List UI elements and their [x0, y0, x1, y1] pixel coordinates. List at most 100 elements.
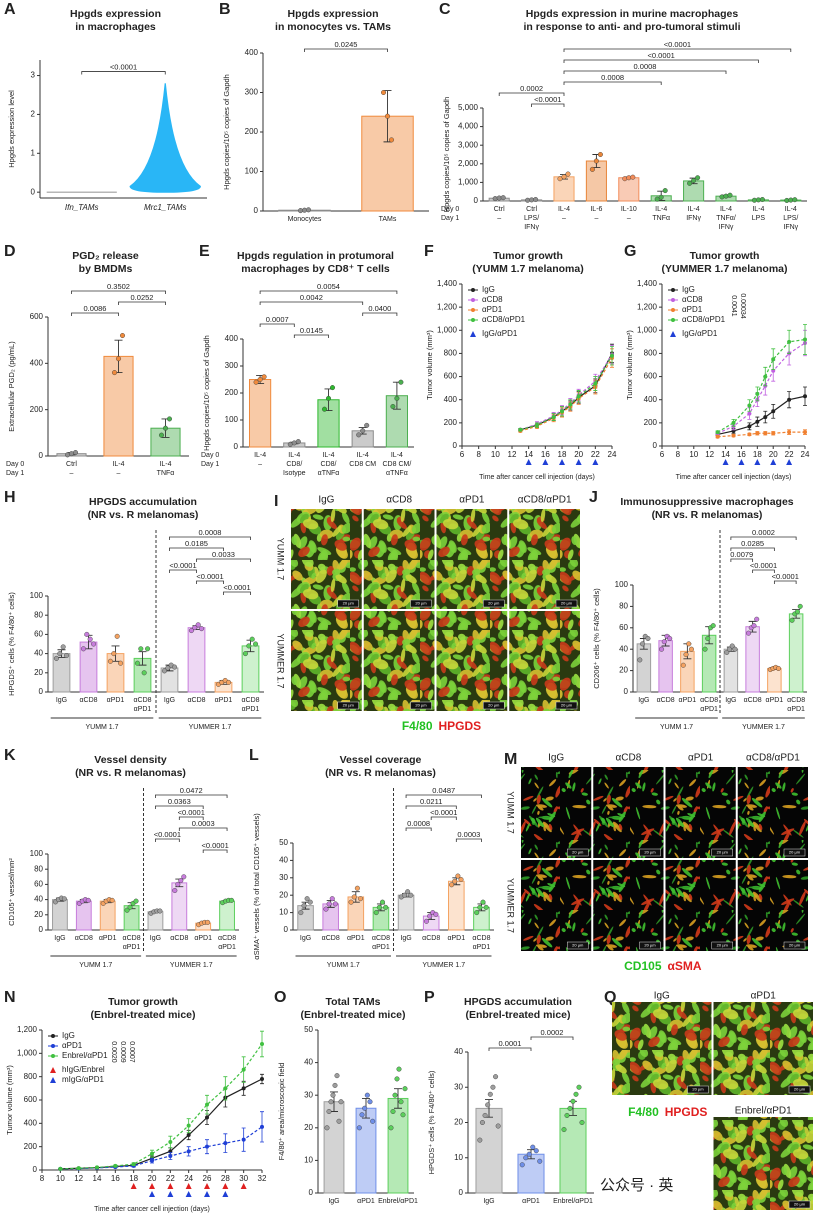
panel-letter: E: [199, 243, 210, 260]
data-point: [754, 616, 760, 622]
significance-bracket: [202, 849, 228, 853]
scale-bar-label: 20 µm: [561, 703, 573, 708]
significance-bracket: [773, 580, 797, 584]
series-line: [520, 357, 613, 432]
legend-marker: [470, 331, 476, 337]
data-point: [307, 899, 313, 905]
y-tick-label: 1,000: [458, 178, 479, 187]
chart-title: Vessel coverage: [340, 754, 422, 766]
x-tick-label: αCD8: [787, 697, 805, 704]
x-tick-label: αCD8: [187, 697, 205, 704]
data-point: [519, 1162, 525, 1168]
treatment-marker: [559, 459, 565, 465]
y-tick-label: 100: [615, 580, 629, 589]
y-tick-label: 2: [31, 110, 36, 119]
p-value: 0.0086: [84, 304, 107, 313]
data-point: [298, 910, 304, 916]
data-point: [364, 422, 370, 428]
p-value: 0.0252: [131, 293, 154, 302]
chart-title: (Enbrel-treated mice): [300, 1009, 405, 1021]
scale-bar-label: 20 µm: [488, 703, 500, 708]
x-tick-label: LPS/: [524, 215, 539, 222]
y-axis-label: Hpgds expression level: [7, 90, 16, 168]
x-tick-label: 10: [491, 450, 500, 459]
treatment-marker: [770, 459, 777, 465]
significance-bracket: [563, 70, 727, 74]
data-point: [398, 379, 404, 385]
series-marker: [755, 431, 760, 436]
significance-bracket: [730, 536, 797, 540]
panel-letter: N: [4, 989, 16, 1006]
chart-title: in monocytes vs. TAMs: [275, 21, 391, 33]
row-label: Day 0: [6, 461, 24, 468]
series-marker: [593, 381, 598, 386]
y-tick-label: 0: [39, 925, 44, 934]
treatment-marker: [542, 459, 549, 465]
p-value: 0.0033: [212, 550, 235, 559]
x-tick-label: IgG: [164, 697, 175, 704]
data-point: [188, 628, 194, 634]
data-point: [91, 641, 97, 647]
data-point: [114, 633, 120, 639]
scale-bar-label: 20 µm: [692, 1087, 704, 1092]
column-label: αCD8: [386, 495, 412, 506]
data-point: [405, 889, 411, 895]
x-tick-label: –: [594, 215, 598, 222]
y-tick-label: 40: [304, 1058, 313, 1067]
series-marker: [58, 1166, 63, 1171]
data-point: [64, 653, 70, 659]
legend-label: IgG/αPD1: [682, 329, 718, 338]
bar: [248, 379, 272, 448]
x-tick-label: αPD1: [679, 697, 697, 704]
significance-bracket: [730, 558, 754, 562]
data-point: [637, 657, 643, 663]
data-point: [383, 904, 389, 910]
chart-title: Immunosuppressive macrophages: [620, 496, 793, 508]
significance-bracket: [196, 580, 224, 584]
y-tick-label: 200: [225, 388, 239, 397]
chart-title: HPGDS accumulation: [464, 996, 572, 1008]
series-marker: [113, 1163, 118, 1168]
data-point: [348, 899, 354, 905]
treatment-marker: [204, 1191, 210, 1197]
p-value: 0.0009: [119, 1041, 126, 1063]
legend-marker: [671, 318, 675, 322]
micrograph: [593, 860, 664, 951]
series-marker: [535, 423, 539, 428]
treatment-marker: [575, 459, 582, 465]
x-tick-label: 8: [476, 450, 481, 459]
y-axis-label: αSMA⁺ vessels (% of total CD105⁺ vessels…: [252, 813, 261, 960]
p-value: <0.0001: [178, 808, 205, 817]
significance-bracket: [81, 71, 166, 75]
y-tick-label: 0: [459, 1188, 464, 1197]
data-point: [304, 896, 310, 902]
x-tick-label: 20: [574, 450, 583, 459]
x-tick-label: αCD8: [657, 697, 675, 704]
series-marker: [186, 1149, 191, 1154]
y-tick-label: 30: [304, 1090, 313, 1099]
x-tick-label: 30: [239, 1174, 248, 1183]
data-point: [330, 385, 336, 391]
data-point: [301, 903, 307, 909]
data-point: [792, 197, 798, 203]
x-tick-label: 20: [769, 450, 778, 459]
data-point: [561, 1127, 567, 1133]
x-tick-label: IgG: [54, 935, 65, 942]
y-axis-label: Hpgds copies/10⁵ copies of Gapdh: [202, 335, 211, 451]
significance-bracket: [169, 536, 251, 540]
panel-letter: B: [219, 1, 231, 18]
micrograph: [612, 1002, 712, 1095]
y-tick-label: 100: [245, 167, 259, 176]
panel-letter: P: [424, 989, 435, 1006]
chart-title: (Enbrel-treated mice): [465, 1009, 570, 1021]
data-point: [523, 1155, 529, 1161]
data-point: [389, 137, 395, 143]
y-tick-label: 400: [245, 48, 259, 57]
data-point: [322, 406, 328, 412]
p-value: <0.0001: [196, 572, 223, 581]
micrograph: [363, 509, 435, 609]
x-tick-label: Enbrel/αPD1: [553, 1198, 593, 1205]
legend-label: αCD8: [482, 295, 503, 304]
chart-title: (Enbrel-treated mice): [90, 1009, 195, 1021]
